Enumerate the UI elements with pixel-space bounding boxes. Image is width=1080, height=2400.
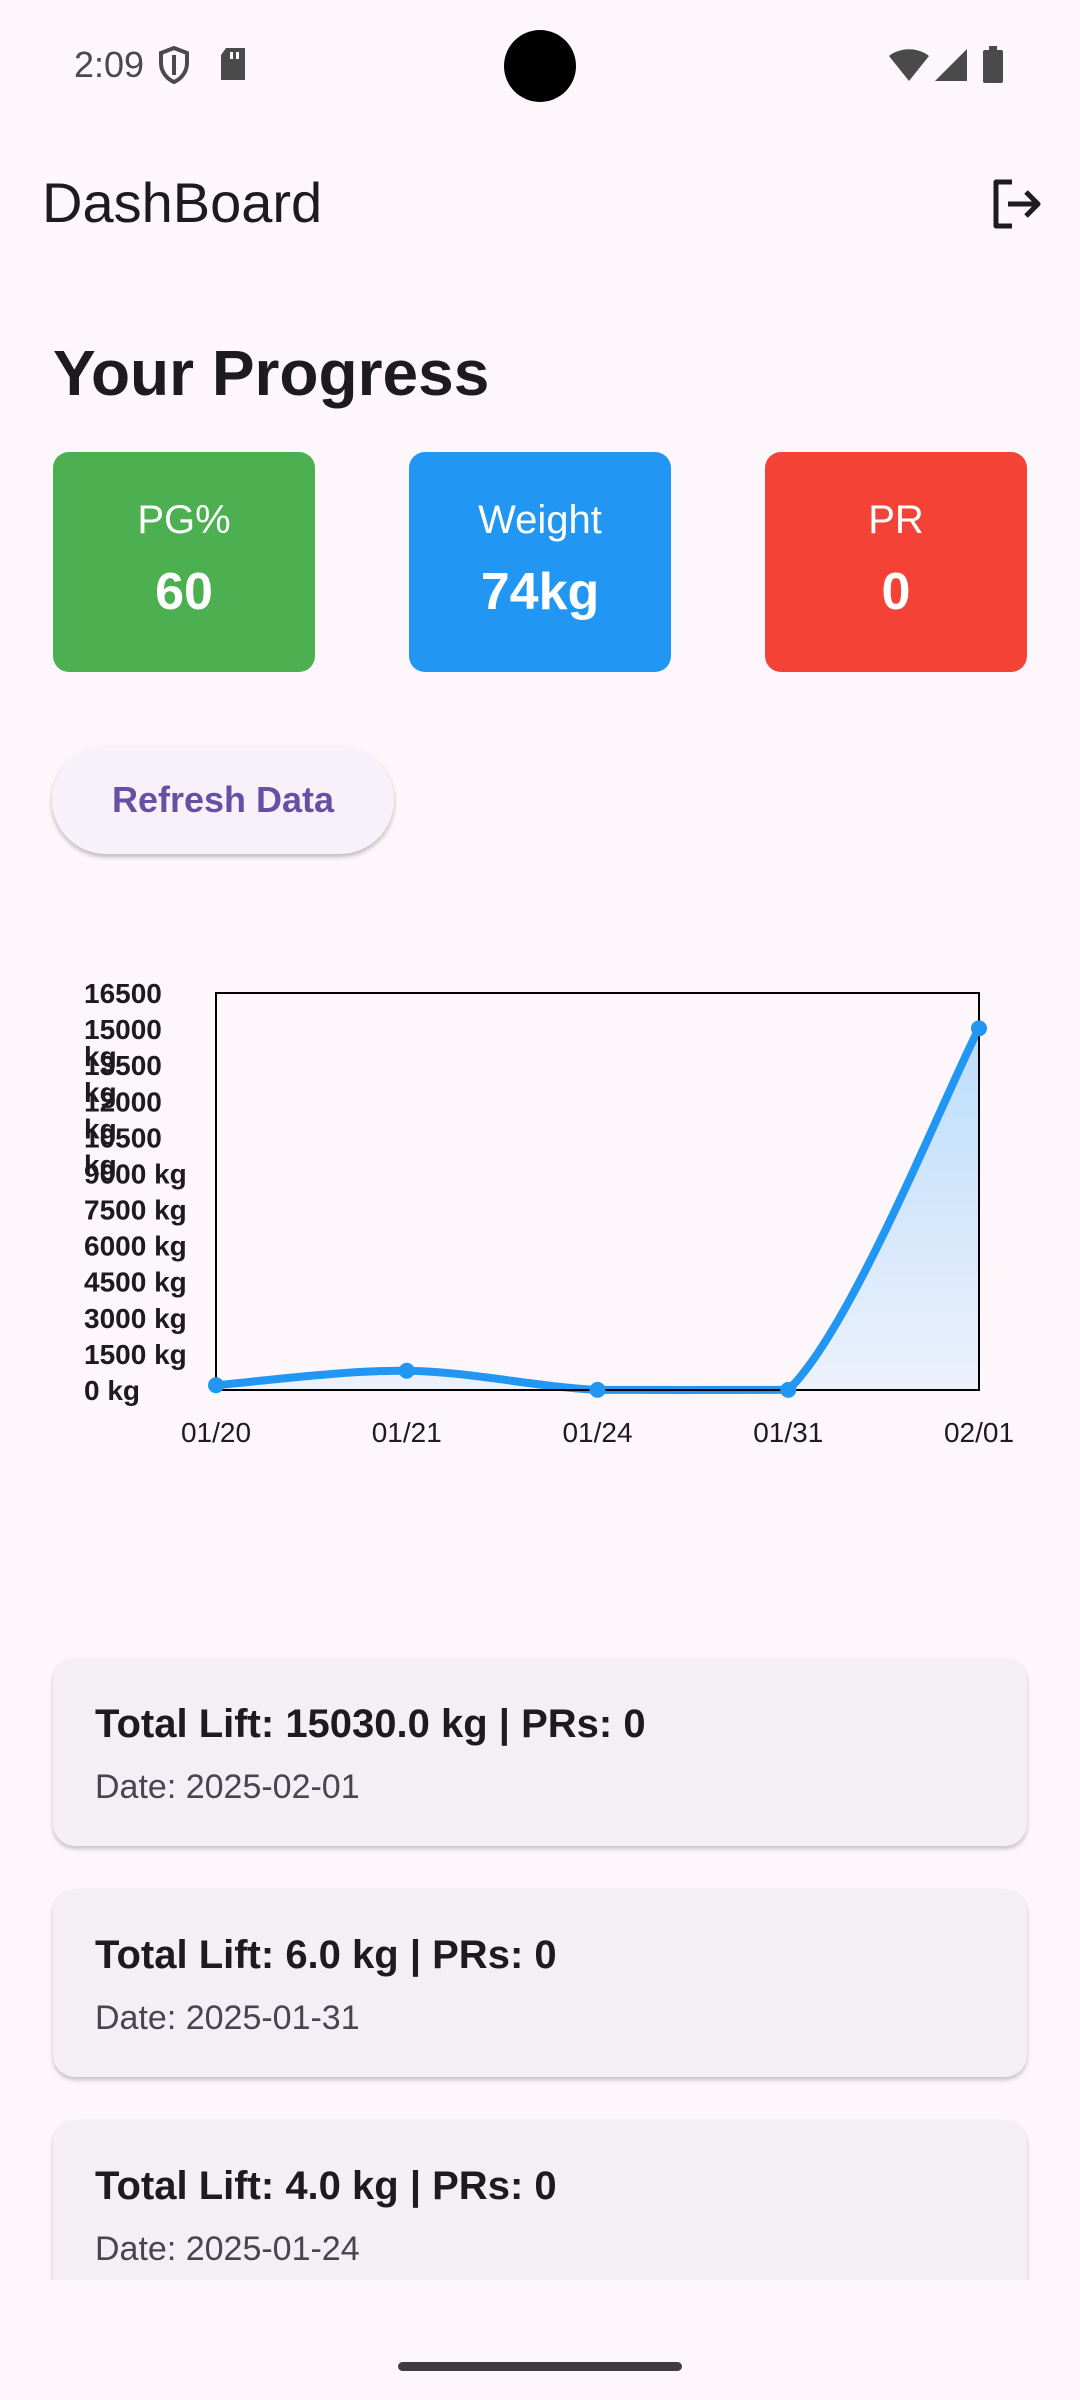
stat-card-pr: PR 0 (765, 452, 1027, 672)
total-lift-chart: 0 kg 1500 kg 3000 kg 4500 kg 6000 kg 7500 kg 9… (84, 978, 1014, 1448)
x-tick-label: 01/31 (753, 1417, 823, 1448)
stat-value: 0 (881, 563, 911, 621)
history-title: Total Lift: 6.0 kg | PRs: 0 (95, 1933, 557, 1977)
stat-value: 60 (155, 563, 213, 621)
home-indicator[interactable] (398, 2362, 682, 2371)
signal-icon (934, 48, 968, 87)
shield-icon (158, 45, 190, 89)
stat-value: 74kg (480, 563, 600, 621)
stat-card-weight: Weight 74kg (409, 452, 671, 672)
x-tick-label: 01/24 (562, 1417, 632, 1448)
y-tick-label: 4500 kg (84, 1267, 187, 1298)
y-tick-label: 9000 kg (84, 1158, 187, 1189)
chart-point-01-24 (589, 1381, 606, 1398)
history-date: Date: 2025-01-31 (95, 1999, 360, 2037)
wifi-icon (888, 48, 930, 87)
status-time: 2:09 (74, 44, 145, 85)
chart-area-fill (216, 1028, 979, 1390)
stat-card-pg: PG% 60 (53, 452, 315, 672)
y-tick-label: 15000 (84, 1014, 162, 1045)
status-bar: 2:09 (0, 0, 1080, 132)
history-title: Total Lift: 4.0 kg | PRs: 0 (95, 2164, 557, 2208)
progress-title: Your Progress (53, 337, 490, 409)
y-tick-label: 6000 kg (84, 1231, 187, 1262)
chart-point-01-20 (208, 1377, 224, 1394)
stat-label: PG% (137, 498, 231, 542)
history-card[interactable]: Total Lift: 15030.0 kg | PRs: 0 Date: 20… (53, 1658, 1027, 1846)
chart-point-01-31 (780, 1381, 797, 1398)
stat-label: Weight (478, 498, 602, 542)
refresh-data-button[interactable]: Refresh Data (52, 746, 394, 854)
y-tick-label: 10500 (84, 1122, 162, 1153)
x-tick-label: 02/01 (944, 1417, 1014, 1448)
y-tick-unit: kg (84, 1113, 117, 1144)
history-title: Total Lift: 15030.0 kg | PRs: 0 (95, 1702, 646, 1746)
history-card[interactable]: Total Lift: 6.0 kg | PRs: 0 Date: 2025-0… (53, 1889, 1027, 2077)
y-tick-unit: kg (84, 1149, 117, 1180)
x-tick-label: 01/21 (372, 1417, 442, 1448)
y-tick-label: 16500 (84, 978, 162, 1009)
chart-point-02-01 (971, 1020, 987, 1037)
y-tick-unit: kg (84, 1041, 117, 1072)
sd-card-icon (218, 46, 248, 87)
y-tick-unit: kg (84, 1077, 117, 1108)
y-tick-label: 1500 kg (84, 1339, 187, 1370)
chart-point-01-21 (398, 1362, 415, 1379)
y-tick-label: 13500 (84, 1050, 162, 1081)
battery-icon (982, 46, 1004, 89)
logout-button[interactable] (980, 170, 1052, 242)
stat-label: PR (868, 498, 924, 542)
camera-cutout (504, 30, 576, 102)
history-list: Total Lift: 15030.0 kg | PRs: 0 Date: 20… (0, 1640, 1080, 2280)
app-title: DashBoard (42, 171, 323, 234)
x-tick-label: 01/20 (181, 1417, 251, 1448)
history-date: Date: 2025-02-01 (95, 1768, 360, 1806)
y-tick-label: 3000 kg (84, 1303, 187, 1334)
history-card[interactable]: Total Lift: 4.0 kg | PRs: 0 Date: 2025-0… (53, 2120, 1027, 2280)
logout-icon (988, 176, 1044, 237)
history-date: Date: 2025-01-24 (95, 2230, 360, 2268)
y-tick-label: 0 kg (84, 1375, 140, 1406)
y-tick-label: 7500 kg (84, 1195, 187, 1226)
y-tick-label: 12000 (84, 1086, 162, 1117)
